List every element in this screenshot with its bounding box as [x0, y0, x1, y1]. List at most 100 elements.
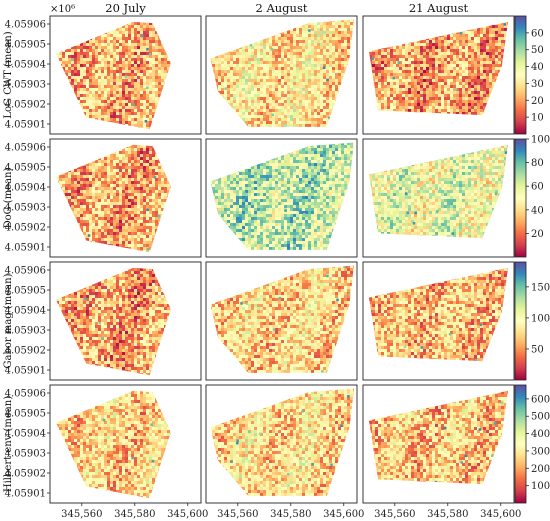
- heatmap-cells: [56, 390, 171, 499]
- y-tick-label: 4.05901: [5, 366, 46, 377]
- colorbar-tick-label: 300: [531, 446, 550, 457]
- row-label: DoG (mean): [3, 167, 14, 228]
- heatmap-cells: [369, 21, 508, 116]
- heatmap-cells: [369, 267, 508, 362]
- colorbar-tick-label: 10: [531, 113, 544, 124]
- y-tick-label: 4.05903: [5, 203, 46, 214]
- colorbar-tick-label: 40: [531, 62, 544, 73]
- colorbar-tick-label: 100: [531, 313, 550, 324]
- colorbar-gradient: [514, 15, 527, 135]
- colorbar: 10 20 30 40 50 60: [514, 15, 544, 135]
- y-tick-label: 4.05901: [5, 489, 46, 500]
- colorbar-tick-label: 50: [531, 344, 544, 355]
- x-tick-label: 345,600: [323, 509, 364, 520]
- y-tick-label: 4.05901: [5, 243, 46, 254]
- colorbar-tick-label: 40: [531, 205, 544, 216]
- heatmap-cells: [56, 267, 171, 376]
- map-panel: 4.05901 4.05902 4.05903 4.05904 4.05905 4.059…: [5, 138, 202, 258]
- colorbar-tick-label: 400: [531, 429, 550, 440]
- colorbar: 100 200 300 400 500 600: [514, 384, 550, 504]
- colorbar-gradient: [514, 261, 527, 381]
- y-tick-label: 4.05906: [5, 143, 46, 154]
- heatmap-cells: [210, 265, 354, 373]
- map-panel: [362, 261, 515, 381]
- colorbar-tick-label: 60: [531, 28, 544, 39]
- heatmap-cells: [56, 144, 171, 253]
- colorbar: 50 100 150: [514, 261, 550, 381]
- row-label: Hilbert env (mean): [3, 396, 14, 492]
- y-tick-label: 4.05904: [5, 429, 46, 440]
- x-tick-label: 345,580: [114, 509, 155, 520]
- y-tick-label: 4.05902: [5, 223, 46, 234]
- panel-frame: [205, 384, 358, 504]
- colorbar-tick-label: 100: [531, 481, 550, 492]
- map-panel: 345,560 345,580 345,600: [205, 384, 364, 520]
- colorbar-tick-label: 500: [531, 412, 550, 423]
- y-tick-label: 4.05904: [5, 306, 46, 317]
- colorbar-tick-label: 100: [531, 135, 550, 146]
- y-tick-label: 4.05901: [5, 120, 46, 131]
- y-tick-label: 4.05904: [5, 183, 46, 194]
- y-tick-label: 4.05902: [5, 100, 46, 111]
- colorbar-tick-label: 600: [531, 394, 550, 405]
- x-tick-label: 345,560: [217, 509, 258, 520]
- colorbar-tick-label: 50: [531, 45, 544, 56]
- panel-frame: [205, 261, 358, 381]
- colorbar-tick-label: 200: [531, 464, 550, 475]
- heatmap-cells: [369, 390, 508, 485]
- map-panel: [205, 261, 358, 381]
- y-tick-label: 4.05903: [5, 80, 46, 91]
- y-tick-label: 4.05903: [5, 326, 46, 337]
- y-tick-label: 4.05905: [5, 409, 46, 420]
- y-exponent-label: ×10⁶: [50, 4, 75, 15]
- row-label: LoG CWT (mean): [3, 31, 14, 118]
- y-tick-label: 4.05904: [5, 60, 46, 71]
- panel-frame: [49, 15, 202, 135]
- panel-frame: [49, 138, 202, 258]
- map-panel: [205, 138, 358, 258]
- colorbar-tick-label: 60: [531, 182, 544, 193]
- panel-frame: [205, 15, 358, 135]
- map-panel: 4.05901 4.05902 4.05903 4.05904 4.05905 4.059…: [5, 261, 202, 381]
- x-tick-label: 345,560: [374, 509, 415, 520]
- y-tick-label: 4.05906: [5, 389, 46, 400]
- y-tick-label: 4.05903: [5, 449, 46, 460]
- x-tick-label: 345,600: [480, 509, 521, 520]
- map-panel: 4.05901 4.05902 4.05903 4.05904 4.05905 4.059…: [5, 15, 202, 135]
- colorbar-tick-label: 30: [531, 79, 544, 90]
- x-tick-label: 345,580: [270, 509, 311, 520]
- panel-frame: [49, 261, 202, 381]
- heatmap-cells: [210, 19, 354, 127]
- colorbar: 20 40 60 80 100: [514, 135, 550, 258]
- panel-frame: [362, 384, 515, 504]
- colorbar-tick-label: 20: [531, 229, 544, 240]
- panel-frame: [205, 138, 358, 258]
- panel-frame: [362, 261, 515, 381]
- colorbar-tick-label: 20: [531, 96, 544, 107]
- column-title: 21 August: [409, 1, 469, 15]
- y-tick-label: 4.05905: [5, 40, 46, 51]
- heatmap-cells: [210, 142, 354, 250]
- y-tick-label: 4.05906: [5, 20, 46, 31]
- y-tick-label: 4.05902: [5, 346, 46, 357]
- heatmap-cells: [210, 388, 354, 496]
- map-panel: [362, 138, 515, 258]
- map-panel: [362, 15, 515, 135]
- map-panel: 345,560 345,580 345,600: [362, 384, 521, 520]
- heatmap-cells: [369, 144, 508, 239]
- y-tick-label: 4.05905: [5, 286, 46, 297]
- panel-frame: [49, 384, 202, 504]
- column-title: 2 August: [256, 1, 308, 15]
- colorbar-gradient: [514, 384, 527, 504]
- panel-frame: [362, 138, 515, 258]
- row-label: Gabor mag (mean): [3, 273, 14, 368]
- colorbar-gradient: [514, 138, 527, 258]
- map-panel: [205, 15, 358, 135]
- x-tick-label: 345,600: [167, 509, 208, 520]
- y-tick-label: 4.05905: [5, 163, 46, 174]
- colorbar-tick-label: 80: [531, 158, 544, 169]
- heatmap-cells: [56, 21, 171, 130]
- x-tick-label: 345,560: [61, 509, 102, 520]
- column-title: 20 July: [105, 1, 146, 15]
